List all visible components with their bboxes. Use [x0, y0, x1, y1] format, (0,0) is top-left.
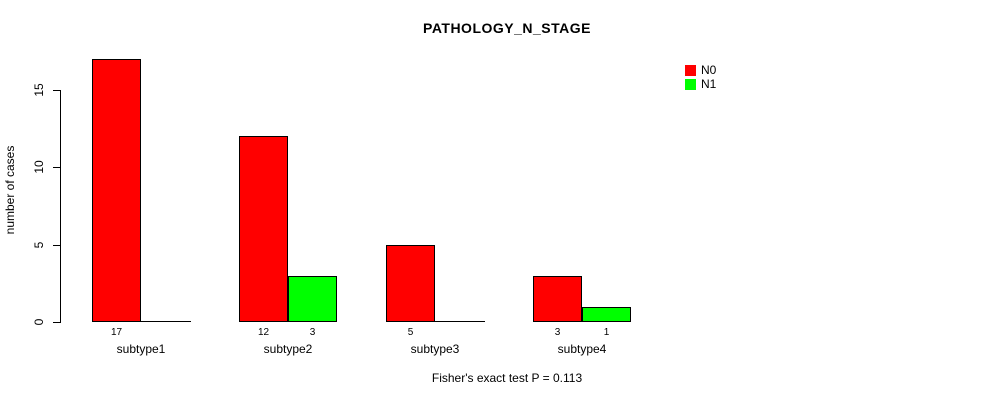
legend-item-N1: N1	[685, 78, 716, 91]
x-tick-label-subtype4: subtype4	[557, 342, 607, 356]
bar-value-label: 3	[554, 327, 561, 338]
chart-title: PATHOLOGY_N_STAGE	[423, 20, 591, 36]
y-axis-line	[60, 90, 61, 323]
x-tick-label-subtype2: subtype2	[263, 342, 313, 356]
bar-N1-subtype4	[582, 307, 631, 322]
legend-label: N1	[701, 77, 717, 91]
zero-bar-baseline-N1-subtype1	[141, 321, 191, 322]
bar-N0-subtype1	[92, 59, 141, 322]
legend-item-N0: N0	[685, 64, 716, 77]
bar-value-label: 17	[110, 327, 123, 338]
y-tick-mark	[53, 90, 60, 91]
bar-N0-subtype2	[239, 136, 288, 322]
zero-bar-baseline-N1-subtype3	[435, 321, 485, 322]
bar-N0-subtype3	[386, 245, 435, 322]
legend-swatch-N1	[685, 79, 696, 90]
legend: N0 N1	[685, 64, 716, 92]
bar-value-label: 1	[603, 327, 610, 338]
legend-label: N0	[701, 63, 717, 77]
y-tick-mark	[53, 245, 60, 246]
y-tick-label: 10	[32, 160, 46, 174]
y-tick-label: 0	[32, 318, 46, 326]
x-tick-label-subtype1: subtype1	[116, 342, 166, 356]
bar-N0-subtype4	[533, 276, 582, 322]
bar-N1-subtype2	[288, 276, 337, 322]
bar-value-label: 3	[309, 327, 316, 338]
bar-value-label: 5	[407, 327, 414, 338]
x-tick-label-subtype3: subtype3	[410, 342, 460, 356]
annotation-text: Fisher's exact test P = 0.113	[431, 371, 583, 385]
y-tick-mark	[53, 167, 60, 168]
y-axis-label: number of cases	[3, 145, 17, 235]
bar-value-label: 12	[257, 327, 270, 338]
y-tick-label: 15	[32, 83, 46, 97]
y-tick-label: 5	[32, 241, 46, 249]
legend-swatch-N0	[685, 65, 696, 76]
y-tick-mark	[53, 322, 60, 323]
